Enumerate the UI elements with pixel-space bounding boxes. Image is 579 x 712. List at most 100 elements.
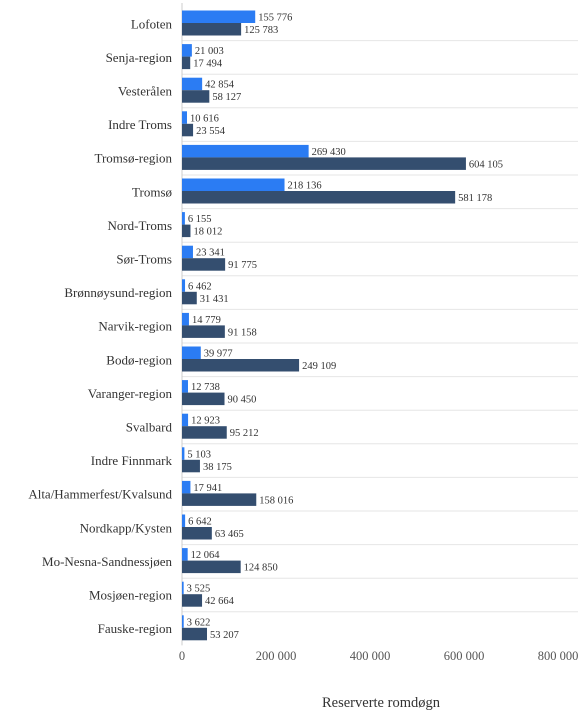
data-label: 6 155 (188, 214, 212, 225)
category-label: Narvik-region (98, 319, 172, 334)
data-label: 12 064 (191, 550, 221, 561)
bar (182, 527, 212, 540)
data-label: 3 622 (187, 617, 211, 628)
bar (182, 359, 300, 372)
bar (182, 459, 200, 473)
bar (182, 581, 184, 595)
category-label: Nordkapp/Kysten (80, 520, 173, 535)
category-label: Senja-region (106, 50, 173, 65)
data-label: 581 178 (458, 193, 492, 204)
bar (182, 493, 257, 506)
data-label: 6 642 (188, 517, 212, 528)
bar (182, 44, 192, 57)
category-label: Indre Finnmark (91, 453, 173, 468)
category-label: Lofoten (131, 16, 173, 31)
data-label: 58 127 (212, 92, 241, 103)
data-label: 249 109 (302, 361, 336, 372)
bar (182, 480, 191, 494)
x-tick-label: 800 000 (538, 649, 579, 663)
data-label: 155 776 (258, 13, 292, 24)
data-label: 17 494 (193, 59, 223, 70)
data-label: 42 664 (205, 596, 235, 607)
data-label: 23 341 (196, 248, 225, 259)
x-tick-label: 400 000 (350, 649, 391, 663)
bar (182, 615, 184, 628)
data-label: 14 779 (192, 315, 221, 326)
category-label: Fauske-region (98, 621, 173, 636)
data-label: 10 616 (190, 113, 219, 124)
data-label: 42 854 (205, 80, 235, 91)
bar (182, 123, 194, 137)
category-label: Tromsø-region (94, 151, 172, 166)
data-label: 604 105 (469, 159, 503, 170)
data-label: 125 783 (244, 25, 278, 36)
bar (182, 380, 188, 393)
category-label: Alta/Hammerfest/Kvalsund (28, 487, 172, 502)
bar (182, 56, 191, 70)
category-label: Sør-Troms (116, 252, 172, 267)
category-label: Vesterålen (118, 84, 173, 99)
data-label: 124 850 (244, 563, 278, 574)
bar (182, 90, 210, 103)
bar (182, 258, 226, 271)
data-label: 158 016 (259, 495, 293, 506)
bar (182, 23, 242, 36)
data-label: 12 923 (191, 416, 220, 427)
bar (182, 426, 227, 439)
category-label: Mo-Nesna-Sandnessjøen (42, 554, 172, 569)
data-label: 12 738 (191, 382, 220, 393)
data-label: 21 003 (195, 46, 224, 57)
data-label: 91 775 (228, 260, 257, 271)
data-label: 38 175 (203, 462, 232, 473)
data-label: 3 525 (187, 584, 211, 595)
bar (182, 279, 186, 292)
bar (182, 111, 187, 124)
data-label: 218 136 (288, 181, 322, 192)
bar (182, 224, 191, 238)
bar (182, 10, 256, 23)
data-label: 6 462 (188, 281, 212, 292)
category-label: Tromsø (132, 184, 172, 199)
bar (182, 560, 241, 574)
x-tick-label: 600 000 (444, 649, 485, 663)
bar (182, 325, 225, 338)
category-label: Bodø-region (106, 352, 172, 367)
bar (182, 392, 225, 406)
bar (182, 346, 201, 359)
bar (182, 312, 189, 326)
data-label: 23 554 (196, 126, 226, 137)
category-label: Nord-Troms (107, 218, 172, 233)
data-label: 18 012 (193, 227, 222, 238)
bar (182, 212, 185, 225)
bar (182, 77, 203, 91)
bar (182, 157, 466, 170)
bar (182, 144, 309, 158)
data-label: 95 212 (230, 428, 259, 439)
data-label: 269 430 (312, 147, 346, 158)
data-label: 63 465 (215, 529, 244, 540)
data-label: 39 977 (204, 349, 233, 360)
category-label: Indre Troms (108, 117, 172, 132)
category-label: Varanger-region (88, 386, 173, 401)
category-label: Brønnøysund-region (64, 285, 172, 300)
category-label: Mosjøen-region (89, 588, 173, 603)
bar (182, 627, 208, 641)
x-tick-label: 0 (179, 649, 185, 663)
bar (182, 548, 188, 561)
x-tick-label: 200 000 (256, 649, 297, 663)
bar (182, 178, 285, 191)
x-axis-title: Reserverte romdøgn (322, 695, 441, 711)
data-label: 31 431 (200, 294, 229, 305)
data-label: 17 941 (193, 483, 222, 494)
bar (182, 191, 456, 204)
bar (182, 594, 203, 607)
bar (182, 447, 185, 460)
data-label: 90 450 (228, 395, 257, 406)
data-label: 91 158 (228, 327, 257, 338)
bar (182, 245, 193, 259)
bar (182, 413, 189, 427)
bar (182, 514, 186, 527)
category-label: Svalbard (126, 420, 173, 435)
